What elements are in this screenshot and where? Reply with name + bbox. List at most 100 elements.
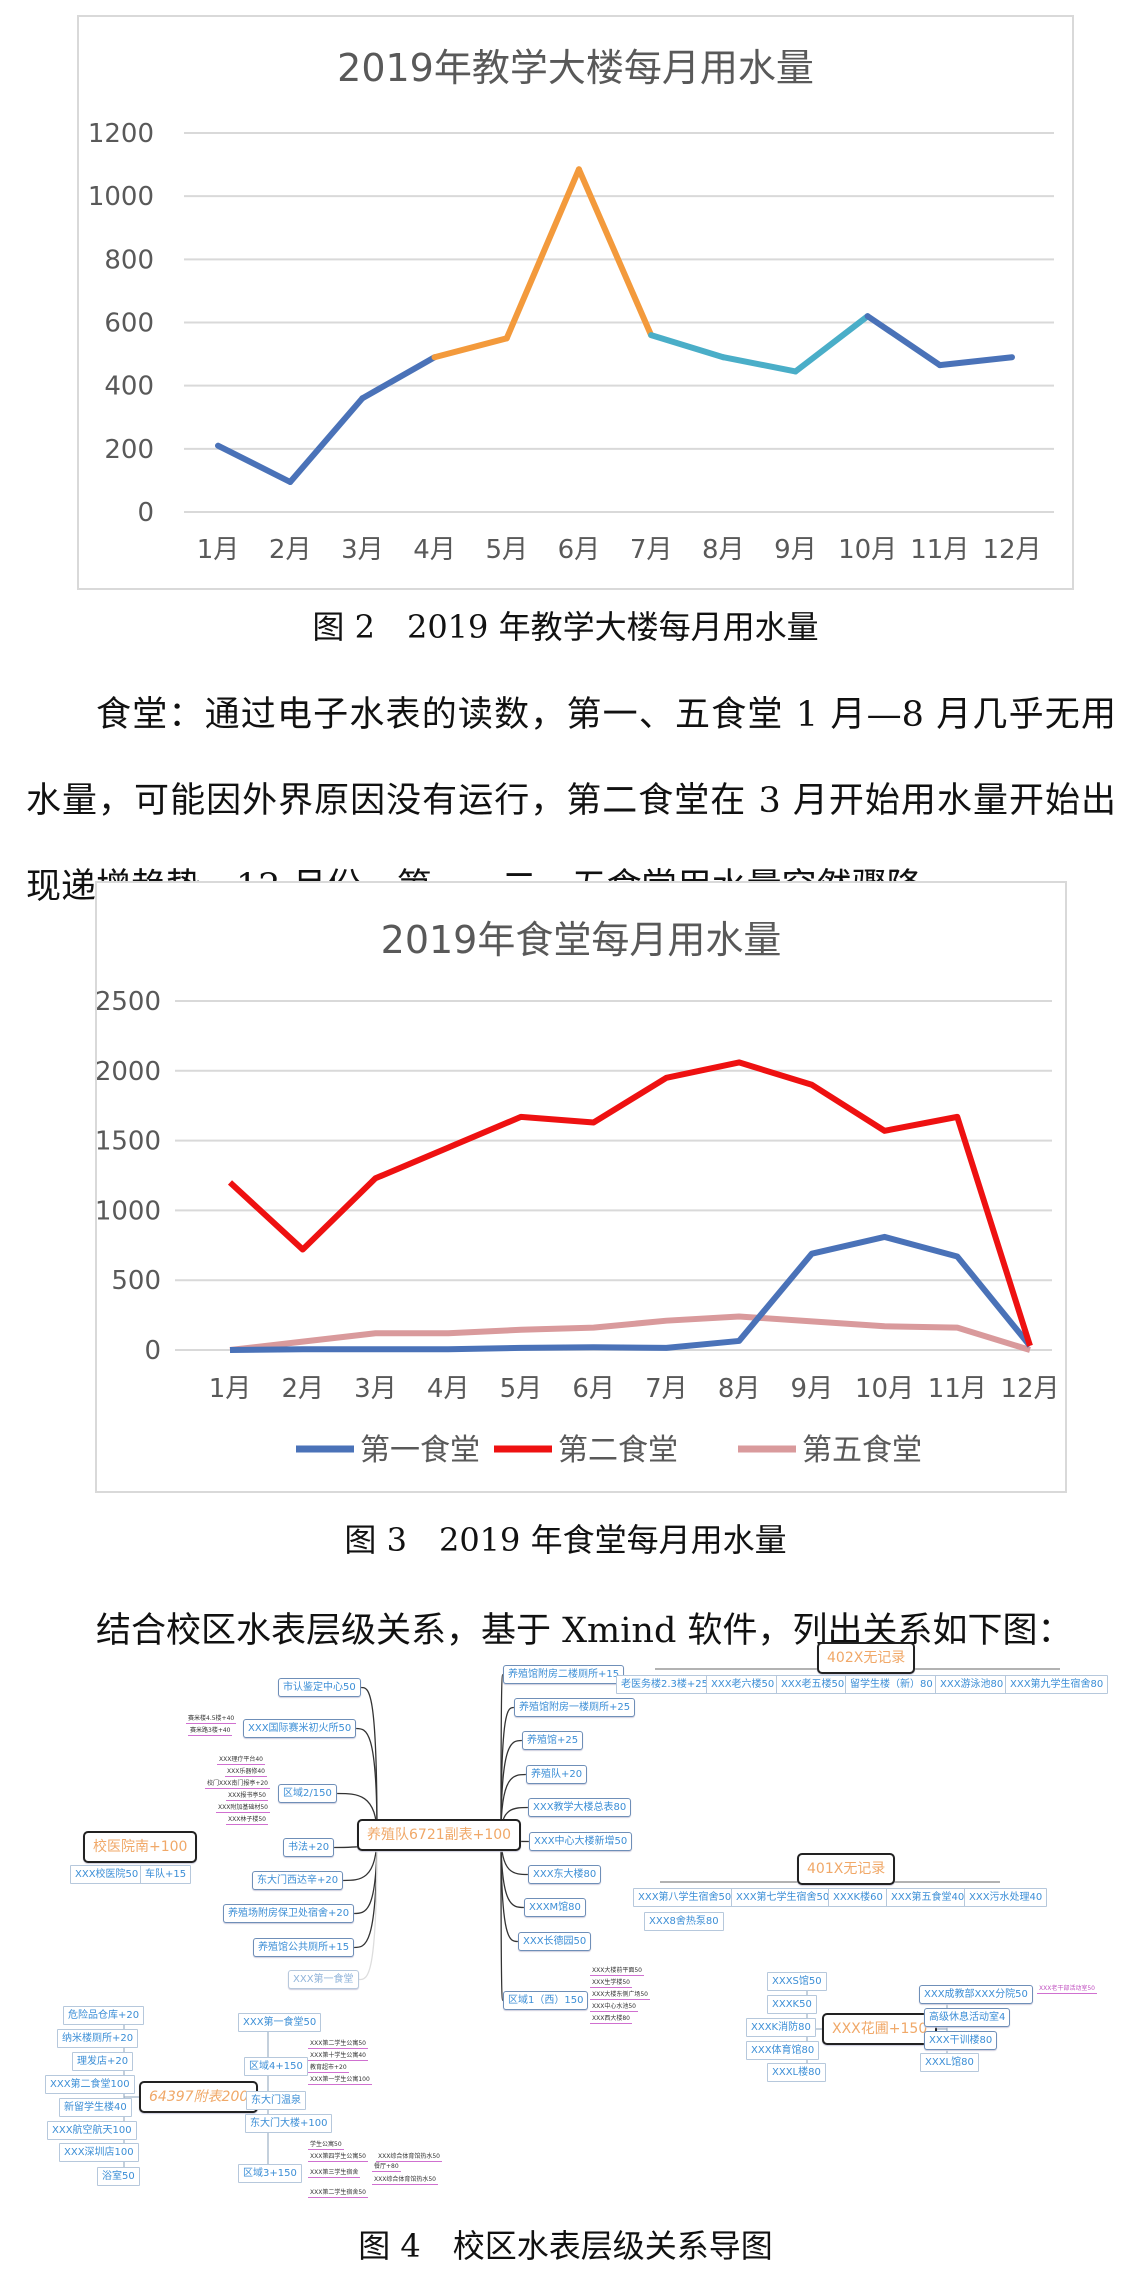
mindmap-leaf: 赛米楼4.5楼+40 [186,1715,237,1724]
mindmap-node[interactable]: 养殖馆附房一楼厕所+25 [514,1698,636,1717]
mindmap-connector [358,1834,378,1981]
mindmap-node[interactable]: XXXK50 [767,1995,817,2014]
y-tick-label: 1000 [88,182,154,212]
mindmap-node[interactable]: XXX第五食堂40 [886,1888,970,1907]
mindmap-node[interactable]: XXX航空航天100 [47,2121,137,2140]
mindmap-root-clinic[interactable]: 校医院南+100 [83,1831,198,1863]
mindmap-node[interactable]: XXXK消防80 [746,2018,816,2037]
mindmap-node[interactable]: XXX东大楼80 [528,1865,602,1884]
mindmap-node[interactable]: 区域2/150 [278,1784,337,1803]
x-tick-label: 7月 [630,535,673,565]
mindmap-node[interactable]: 市认鉴定中心50 [278,1678,361,1697]
mindmap-node[interactable]: XXX教学大楼总表80 [528,1798,632,1817]
x-tick-label: 5月 [485,535,528,565]
mindmap-root-64397[interactable]: 64397附表200 [139,2081,259,2113]
mindmap-root-401x[interactable]: 401X无记录 [797,1853,896,1885]
series-segment [936,354,1015,369]
mindmap-node[interactable]: XXXM馆80 [524,1898,586,1917]
mindmap-leaf: XXX附加基础材50 [216,1804,270,1813]
y-tick-label: 1500 [97,1127,161,1157]
mindmap-node[interactable]: 养殖馆附房二楼厕所+15 [503,1665,625,1684]
chart-title: 2019年食堂每月用水量 [381,918,782,962]
mindmap-root-garden[interactable]: XXX花圃+150 [822,2013,938,2045]
x-tick-label: 4月 [413,535,456,565]
mindmap-node[interactable]: XXX中心大楼新增50 [529,1832,633,1851]
mindmap-node[interactable]: 书法+20 [283,1838,335,1857]
mindmap-node[interactable]: XXX老五楼50 [776,1675,850,1694]
mindmap-node[interactable]: 纳米楼厕所+20 [57,2029,139,2048]
x-tick-label: 8月 [718,1374,761,1404]
mindmap-node[interactable]: 浴室50 [97,2167,140,2186]
x-tick-label: 7月 [645,1374,688,1404]
mindmap-node[interactable]: 车队+15 [140,1865,192,1884]
mindmap-connector [360,1686,378,1836]
x-tick-label: 2月 [281,1374,324,1404]
mindmap-node[interactable]: 留学生楼（新）80 [845,1675,938,1694]
mindmap-node[interactable]: 老医务楼2.3楼+25 [616,1675,714,1694]
mindmap-root-402x[interactable]: 402X无记录 [817,1642,916,1674]
mindmap-node[interactable]: 理发店+20 [72,2052,134,2071]
x-tick-label: 2月 [269,535,312,565]
mindmap-node[interactable]: XXX国际赛米初火所50 [243,1719,357,1738]
mindmap-node[interactable]: XXX第八学生宿舍50 [633,1888,737,1907]
mindmap-node[interactable]: 东大门大楼+100 [245,2114,333,2133]
mindmap-node[interactable]: XXX第七学生宿舍50 [731,1888,835,1907]
mindmap-node[interactable]: XXXL馆80 [920,2053,979,2072]
legend-label: 第一食堂 [360,1433,480,1468]
mindmap-node[interactable]: XXX深圳店100 [59,2143,139,2162]
series-segment [720,354,799,375]
x-tick-label: 4月 [427,1374,470,1404]
mindmap-node[interactable]: XXX游泳池80 [935,1675,1009,1694]
x-tick-label: 8月 [702,535,745,565]
y-tick-label: 1200 [88,119,154,149]
mindmap-node[interactable]: XXXK楼60 [828,1888,888,1907]
mindmap-root-yangzhidui[interactable]: 养殖队6721副表+100 [357,1819,522,1851]
y-tick-label: 800 [104,245,154,275]
mindmap-node[interactable]: XXX长德园50 [518,1932,592,1951]
mindmap-node[interactable]: XXX校医院50 [70,1865,144,1884]
x-tick-label: 10月 [838,535,897,565]
series-line-1 [229,1233,1033,1353]
mindmap-node[interactable]: XXX第九学生宿舍80 [1005,1675,1109,1694]
mindmap-node[interactable]: 区域1（西）150 [503,1991,589,2010]
mindmap-node[interactable]: 新留学生楼40 [59,2098,132,2117]
mindmap-node[interactable]: XXX第一食堂 [288,1970,359,1989]
mindmap-node[interactable]: XXXL楼80 [767,2063,826,2082]
mindmap-leaf: 学生公寓50 [308,2141,344,2150]
mindmap-node[interactable]: XXXS馆50 [767,1972,827,1991]
mindmap-node[interactable]: XXX8舍热泵80 [644,1912,724,1931]
mindmap-leaf: 教育超市+20 [308,2064,349,2073]
mindmap-node[interactable]: XXX第一食堂50 [238,2013,322,2032]
mindmap-leaf: 赛米路3楼+40 [188,1727,233,1736]
mindmap-leaf: XXX大楼东侧广场50 [590,1991,650,2000]
figure2-caption: 图 2 2019 年教学大楼每月用水量 [312,608,819,646]
legend-label: 第五食堂 [802,1433,922,1468]
mindmap-node[interactable]: XXX成教部XXX分院50 [919,1985,1033,2004]
mindmap-node[interactable]: XXX污水处理40 [964,1888,1048,1907]
mindmap-node[interactable]: XXX第二食堂100 [45,2075,135,2094]
y-tick-label: 2000 [97,1057,161,1087]
y-tick-label: 400 [104,372,154,402]
figure3-caption: 图 3 2019 年食堂每月用水量 [344,1521,787,1559]
mindmap-node[interactable]: 东大门西达辛+20 [252,1871,344,1890]
mindmap-connector [500,1673,504,1836]
xmind-paragraph: 结合校区水表层级关系，基于 Xmind 软件，列出关系如下图： [96,1611,1073,1651]
mindmap-node[interactable]: 区域3+150 [238,2164,302,2183]
x-tick-label: 6月 [572,1374,615,1404]
mindmap-node[interactable]: 区域4+150 [244,2057,308,2076]
mindmap-node[interactable]: 养殖馆公共厕所+15 [253,1938,355,1957]
mindmap-node[interactable]: 危险品仓库+20 [63,2006,145,2025]
mindmap-connector [500,1706,515,1836]
x-tick-label: 3月 [354,1374,397,1404]
mindmap-leaf: XXX中心水池50 [590,2003,638,2012]
mindmap-node[interactable]: 东大门温泉 [246,2091,306,2110]
mindmap-node[interactable]: XXX干训楼80 [924,2031,998,2050]
mindmap-node[interactable]: XXX体育馆80 [746,2041,820,2060]
mindmap-leaf: XXX第三学生宿舍 [308,2169,361,2178]
y-tick-label: 0 [137,498,154,528]
mindmap-node[interactable]: XXX老六楼50 [706,1675,780,1694]
mindmap-node[interactable]: 养殖场附房保卫处宿舍+20 [223,1904,355,1923]
mindmap-node[interactable]: 养殖队+20 [526,1765,588,1784]
mindmap-node[interactable]: 养殖馆+25 [522,1731,584,1750]
mindmap-node[interactable]: 高级休息活动室4 [924,2008,1011,2027]
